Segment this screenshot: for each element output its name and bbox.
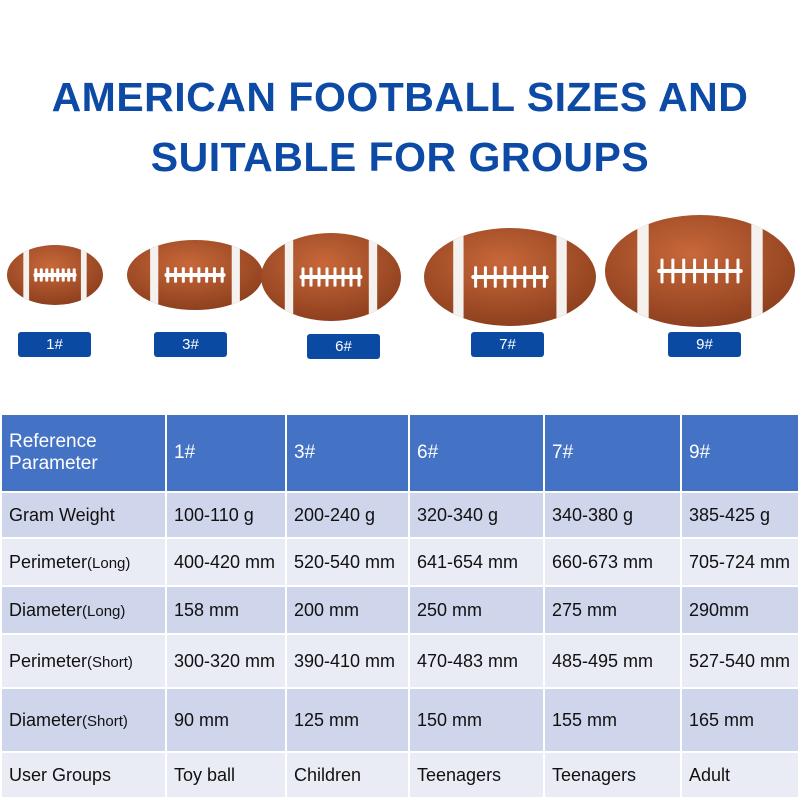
table-cell: 158 mm [165,585,287,635]
row-label: Gram Weight [0,491,167,539]
table-row: Diameter(Long) 158 mm 200 mm 250 mm 275 mm 29… [0,585,800,635]
row-label-text: Perimeter [9,650,88,671]
title-line-2: SUITABLE FOR GROUPS [150,134,650,180]
title-line-1: AMERICAN FOOTBALL SIZES AND [51,74,749,120]
table-cell: 340-380 g [543,491,682,539]
row-label: Perimeter(Long) [0,537,167,587]
table-cell: 150 mm [408,687,545,753]
table-cell: 290mm [680,585,800,635]
table-cell: 125 mm [285,687,410,753]
table-cell: 527-540 mm [680,633,800,689]
football-icon [7,245,103,305]
row-label-sub: (Short) [82,712,128,730]
header-cell: 1# [165,413,287,493]
header-cell: 6# [408,413,545,493]
row-label: User Groups [0,751,167,799]
header-cell: 7# [543,413,682,493]
table-cell: Teenagers [543,751,682,799]
table-cell: 275 mm [543,585,682,635]
table-cell: 300-320 mm [165,633,287,689]
table-cell: 400-420 mm [165,537,287,587]
table-cell: Children [285,751,410,799]
table-cell: 320-340 g [408,491,545,539]
header-cell: 9# [680,413,800,493]
table-cell: 390-410 mm [285,633,410,689]
table-cell: 385-425 g [680,491,800,539]
size-tag-6: 6# [307,334,380,359]
size-table: Reference Parameter 1# 3# 6# 7# 9# Gram … [0,413,800,799]
table-cell: 200-240 g [285,491,410,539]
size-tag-1: 1# [18,332,91,357]
table-cell: 155 mm [543,687,682,753]
table-row: Gram Weight 100-110 g 200-240 g 320-340 g 34… [0,491,800,539]
table-cell: Teenagers [408,751,545,799]
table-cell: Toy ball [165,751,287,799]
size-tag-9: 9# [668,332,741,357]
table-cell: 200 mm [285,585,410,635]
table-cell: 485-495 mm [543,633,682,689]
row-label-text: Perimeter [9,551,88,572]
table-cell: 250 mm [408,585,545,635]
row-label: Diameter(Short) [0,687,167,753]
table-header-row: Reference Parameter 1# 3# 6# 7# 9# [0,413,800,493]
size-tag-3: 3# [154,332,227,357]
row-label-text: Diameter [9,599,83,620]
football-icon [261,233,401,321]
row-label: Perimeter(Short) [0,633,167,689]
table-cell: 165 mm [680,687,800,753]
footballs-image [7,215,795,327]
row-label: Diameter(Long) [0,585,167,635]
size-tag-7: 7# [471,332,544,357]
header-cell: 3# [285,413,410,493]
row-label-text: Gram Weight [9,504,115,525]
row-label-sub: (Long) [82,602,126,620]
row-label-text: Diameter [9,709,83,730]
table-cell: 705-724 mm [680,537,800,587]
table-row: Perimeter(Long) 400-420 mm 520-540 mm 641-6… [0,537,800,587]
football-icon [127,240,263,310]
header-cell: Reference Parameter [0,413,167,493]
table-row: Perimeter(Short) 300-320 mm 390-410 mm 470-… [0,633,800,689]
table-cell: 660-673 mm [543,537,682,587]
row-label-sub: (Long) [87,554,131,572]
row-label-sub: (Short) [87,653,133,671]
table-cell: Adult [680,751,800,799]
table-cell: 470-483 mm [408,633,545,689]
table-cell: 100-110 g [165,491,287,539]
football-icon [605,215,795,327]
table-cell: 641-654 mm [408,537,545,587]
table-cell: 90 mm [165,687,287,753]
table-row: User Groups Toy ball Children Teenagers Teen… [0,751,800,799]
football-icon [424,228,596,326]
table-cell: 520-540 mm [285,537,410,587]
row-label-text: User Groups [9,764,112,785]
table-row: Diameter(Short) 90 mm 125 mm 150 mm 155 mm 16… [0,687,800,753]
